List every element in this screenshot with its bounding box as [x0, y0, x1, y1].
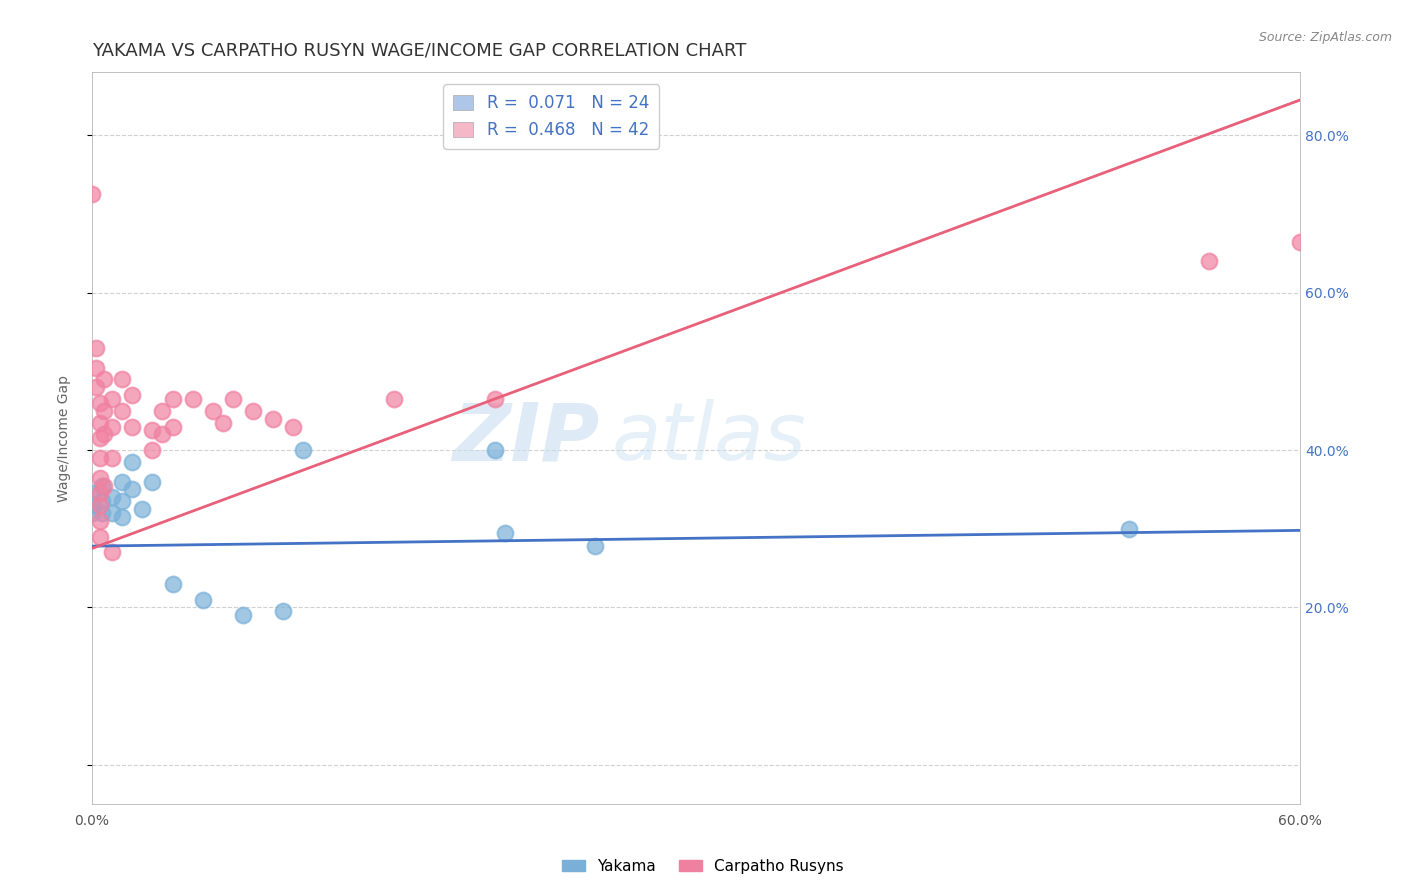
Point [121, 455, 143, 469]
Point [89, 416, 111, 430]
Point [80, 187, 103, 202]
Point [111, 510, 134, 524]
Point [111, 475, 134, 489]
Y-axis label: Wage/Income Gap: Wage/Income Gap [58, 375, 72, 502]
Point [191, 592, 214, 607]
Point [212, 416, 235, 430]
Text: Source: ZipAtlas.com: Source: ZipAtlas.com [1258, 31, 1392, 45]
Point [1198, 254, 1220, 268]
Point [131, 502, 153, 516]
Point [80, 498, 103, 512]
Point [262, 411, 284, 425]
Point [101, 450, 124, 465]
Legend: Yakama, Carpatho Rusyns: Yakama, Carpatho Rusyns [557, 853, 849, 880]
Point [89, 530, 111, 544]
Point [89, 470, 111, 484]
Point [162, 419, 184, 434]
Point [84, 341, 107, 355]
Point [101, 491, 124, 505]
Text: atlas: atlas [612, 400, 806, 477]
Point [89, 396, 111, 410]
Point [494, 525, 516, 540]
Point [382, 392, 405, 406]
Point [101, 506, 124, 520]
Point [121, 388, 143, 402]
Point [89, 486, 111, 500]
Point [111, 494, 134, 508]
Point [89, 450, 111, 465]
Point [292, 443, 315, 458]
Point [121, 483, 143, 497]
Point [242, 404, 264, 418]
Point [201, 404, 224, 418]
Point [111, 404, 134, 418]
Point [93, 478, 115, 492]
Point [101, 419, 124, 434]
Point [111, 372, 134, 386]
Point [162, 392, 184, 406]
Point [1289, 235, 1312, 249]
Point [101, 392, 124, 406]
Point [152, 427, 174, 442]
Point [583, 539, 606, 553]
Point [484, 392, 506, 406]
Point [1118, 522, 1140, 536]
Point [141, 424, 163, 438]
Point [271, 604, 294, 618]
Point [141, 475, 163, 489]
Point [91, 506, 114, 520]
Point [80, 506, 103, 520]
Point [141, 443, 163, 458]
Point [93, 372, 115, 386]
Point [91, 478, 114, 492]
Point [283, 419, 305, 434]
Point [84, 380, 107, 394]
Point [89, 498, 111, 512]
Point [101, 545, 124, 559]
Point [181, 392, 204, 406]
Text: ZIP: ZIP [451, 400, 599, 477]
Text: YAKAMA VS CARPATHO RUSYN WAGE/INCOME GAP CORRELATION CHART: YAKAMA VS CARPATHO RUSYN WAGE/INCOME GAP… [91, 42, 747, 60]
Point [93, 427, 115, 442]
Point [80, 486, 103, 500]
Point [89, 431, 111, 445]
Point [222, 392, 245, 406]
Point [484, 443, 506, 458]
Point [91, 494, 114, 508]
Point [93, 404, 115, 418]
Point [121, 419, 143, 434]
Point [152, 404, 174, 418]
Point [84, 360, 107, 375]
Legend: R =  0.071   N = 24, R =  0.468   N = 42: R = 0.071 N = 24, R = 0.468 N = 42 [443, 85, 659, 149]
Point [89, 514, 111, 528]
Point [162, 577, 184, 591]
Point [232, 608, 254, 623]
